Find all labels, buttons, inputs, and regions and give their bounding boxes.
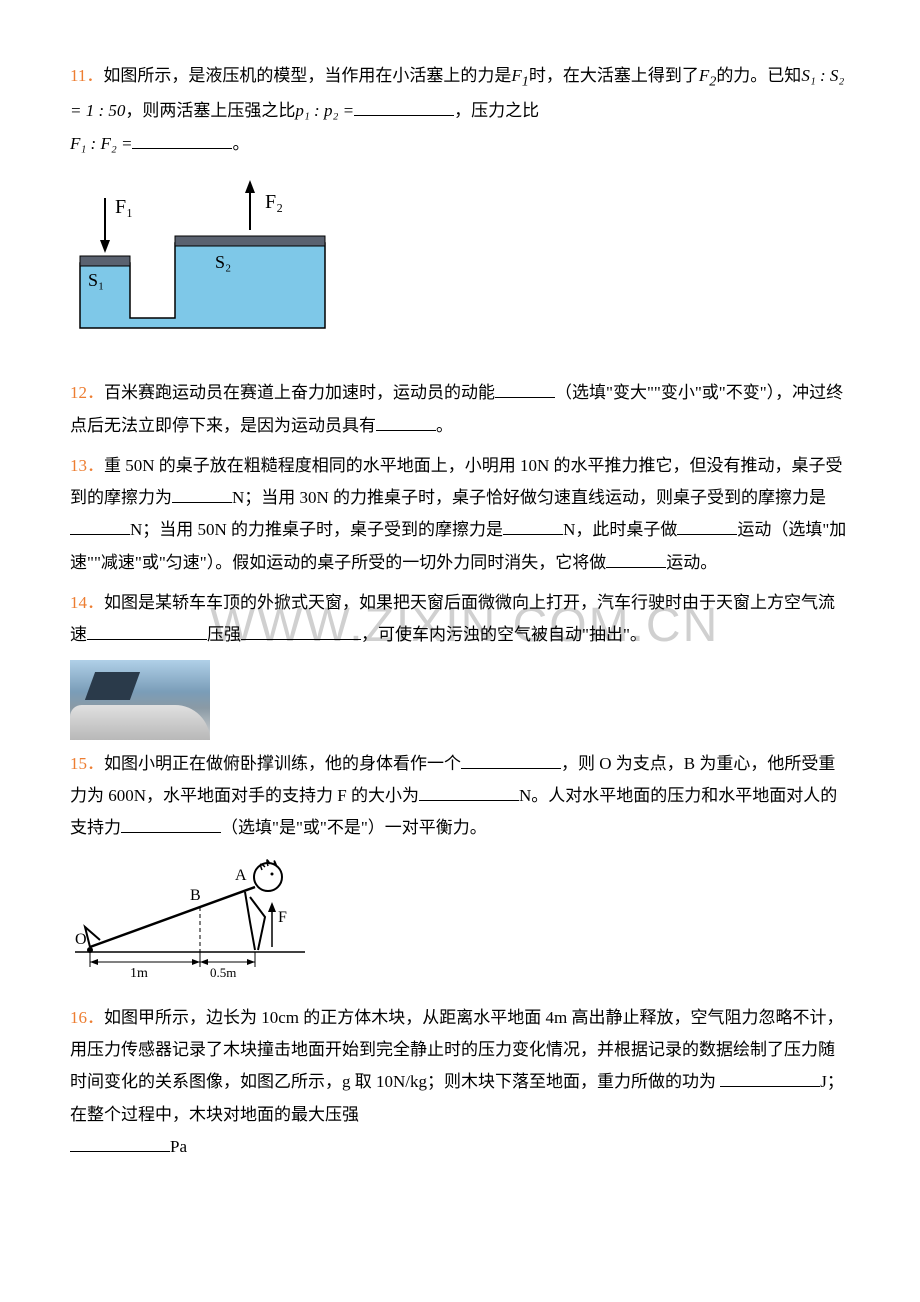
q13-text-c: N；当用 50N 的力推桌子时，桌子受到的摩擦力是	[130, 520, 503, 539]
label-f1: F₁	[115, 196, 133, 218]
q14-blank-1	[87, 623, 207, 640]
q11-text-d: ，则两活塞上压强之比	[125, 101, 295, 120]
dim-arrow-l1	[90, 959, 98, 965]
car-sunroof-photo	[70, 660, 210, 740]
q11-text-b: 时，在大活塞上得到了	[529, 66, 699, 85]
label-f2: F₂	[265, 191, 283, 213]
q15-figure: O B A F 1m 0.5m	[70, 852, 850, 993]
q12-text-a: 百米赛跑运动员在赛道上奋力加速时，运动员的动能	[104, 383, 495, 402]
label-b: B	[190, 887, 201, 904]
q11-f1: F1	[511, 66, 528, 85]
q16-text-c: Pa	[170, 1137, 187, 1156]
arm2	[250, 897, 265, 950]
q11-text-e: ，压力之比	[454, 101, 539, 120]
hydraulic-diagram: F₁ F₂ S₁ S₂	[70, 168, 330, 358]
q14-blank-2	[241, 623, 361, 640]
q13-text-f: 运动。	[666, 553, 717, 572]
question-13: 13．重 50N 的桌子放在粗糙程度相同的水平地面上，小明用 10N 的水平推力…	[70, 450, 850, 579]
large-piston	[175, 236, 325, 246]
q15-blank-2	[419, 784, 519, 801]
q11-blank-1	[354, 99, 454, 116]
q15-blank-1	[461, 752, 561, 769]
q14-number: 14．	[70, 593, 104, 612]
q13-text-b: N；当用 30N 的力推桌子时，桌子恰好做匀速直线运动，则桌子受到的摩擦力是	[232, 488, 826, 507]
question-12: 12．百米赛跑运动员在赛道上奋力加速时，运动员的动能（选填"变大""变小"或"不…	[70, 377, 850, 442]
q11-ratio-p: p₁ : p₂ =	[295, 101, 354, 120]
q13-text-d: N，此时桌子做	[563, 520, 677, 539]
q11-text-f: 。	[232, 134, 249, 153]
q13-number: 13．	[70, 456, 104, 475]
q12-number: 12．	[70, 383, 104, 402]
q15-text-d: （选填"是"或"不是"）一对平衡力。	[221, 818, 487, 837]
hair	[261, 860, 277, 870]
f-arrow-head	[268, 902, 276, 912]
pushup-diagram: O B A F 1m 0.5m	[70, 852, 320, 982]
q15-number: 15．	[70, 754, 104, 773]
q13-blank-4	[677, 518, 737, 535]
q12-text-c: 。	[436, 416, 453, 435]
q13-blank-3	[503, 518, 563, 535]
q11-blank-2	[132, 132, 232, 149]
dim-arrow-r1	[192, 959, 200, 965]
q11-text-a: 如图所示，是液压机的模型，当作用在小活塞上的力是	[103, 66, 511, 85]
q13-blank-1	[172, 486, 232, 503]
q15-text-a: 如图小明正在做俯卧撑训练，他的身体看作一个	[104, 754, 461, 773]
label-a: A	[235, 867, 247, 884]
q16-number: 16．	[70, 1008, 104, 1027]
q14-text-b: 压强	[207, 625, 241, 644]
q11-text-c: 的力。已知	[716, 66, 801, 85]
q11-figure: F₁ F₂ S₁ S₂	[70, 168, 850, 369]
q14-figure	[70, 660, 850, 740]
question-15: 15．如图小明正在做俯卧撑训练，他的身体看作一个，则 O 为支点，B 为重心，他…	[70, 748, 850, 845]
label-1m: 1m	[130, 966, 148, 981]
head	[254, 863, 282, 891]
label-05m: 0.5m	[210, 965, 236, 980]
label-o: O	[75, 931, 87, 948]
small-piston	[80, 256, 130, 266]
q11-number: 11．	[70, 66, 103, 85]
page-content: 11．如图所示，是液压机的模型，当作用在小活塞上的力是F1时，在大活塞上得到了F…	[70, 60, 850, 1163]
q16-blank-2	[70, 1135, 170, 1152]
q16-blank-1	[720, 1070, 820, 1087]
q13-blank-2	[70, 518, 130, 535]
q14-text-c: ，可使车内污浊的空气被自动"抽出"。	[361, 625, 647, 644]
f2-arrow-head	[245, 180, 255, 193]
dim-arrow-r2	[247, 959, 255, 965]
question-14: 14．如图是某轿车车顶的外掀式天窗，如果把天窗后面微微向上打开，汽车行驶时由于天…	[70, 587, 850, 652]
q11-f2: F2	[699, 66, 716, 85]
q15-blank-3	[121, 816, 221, 833]
body-line	[90, 887, 255, 947]
dim-arrow-l2	[200, 959, 208, 965]
q13-blank-5	[606, 551, 666, 568]
label-f: F	[278, 909, 287, 926]
question-16: 16．如图甲所示，边长为 10cm 的正方体木块，从距离水平地面 4m 高出静止…	[70, 1002, 850, 1163]
q12-blank-2	[376, 414, 436, 431]
question-11: 11．如图所示，是液压机的模型，当作用在小活塞上的力是F1时，在大活塞上得到了F…	[70, 60, 850, 160]
eye	[271, 873, 274, 876]
q12-blank-1	[495, 381, 555, 398]
label-s1: S₁	[88, 270, 104, 290]
label-s2: S₂	[215, 252, 231, 272]
f1-arrow-head	[100, 240, 110, 253]
q11-ratio-f: F₁ : F₂ =	[70, 134, 132, 153]
